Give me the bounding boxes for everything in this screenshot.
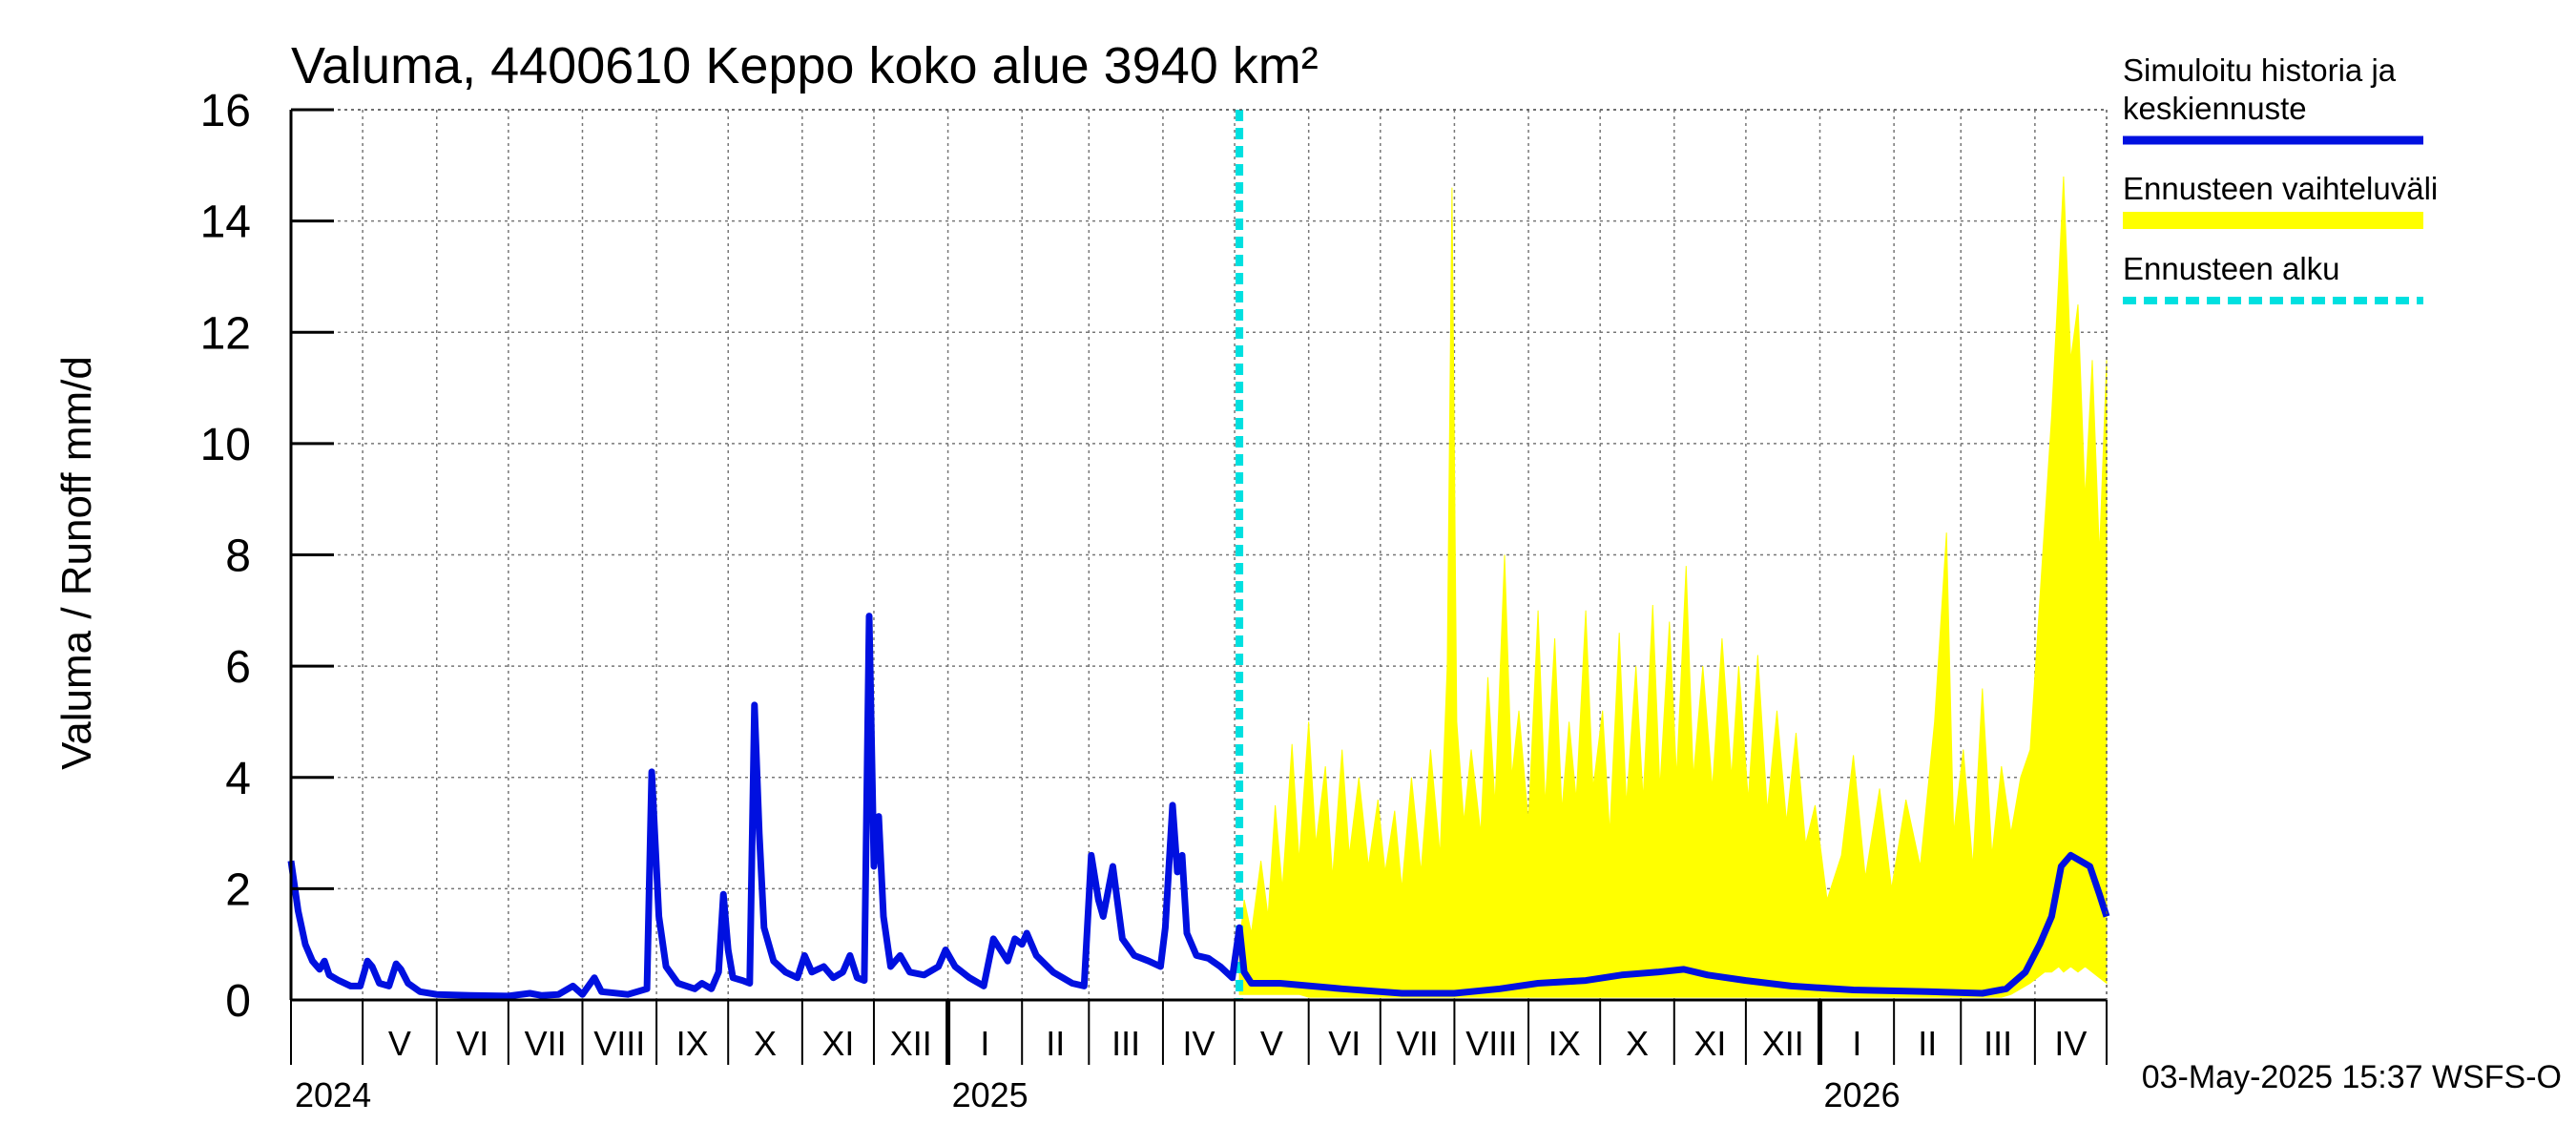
month-label: XI <box>821 1024 854 1063</box>
legend-label: keskiennuste <box>2123 91 2307 126</box>
month-label: VII <box>1397 1024 1439 1063</box>
legend-label: Ennusteen alku <box>2123 251 2340 286</box>
month-label: III <box>1111 1024 1140 1063</box>
grid-lines <box>291 109 2107 1000</box>
y-tick-label: 6 <box>225 642 251 693</box>
month-label: X <box>754 1024 777 1063</box>
month-label: IX <box>1548 1024 1581 1063</box>
legend-label: Simuloitu historia ja <box>2123 52 2397 88</box>
month-label: X <box>1626 1024 1649 1063</box>
runoff-line <box>287 613 2110 1000</box>
month-label: II <box>1046 1024 1065 1063</box>
month-label: XII <box>1762 1024 1804 1063</box>
y-tick-label: 14 <box>200 198 251 248</box>
y-tick-label: 16 <box>200 86 251 136</box>
y-tick-label: 0 <box>225 976 251 1027</box>
y-axis-label: Valuma / Runoff mm/d <box>53 356 100 770</box>
month-label: XI <box>1693 1024 1726 1063</box>
month-label: VI <box>456 1024 488 1063</box>
month-label: I <box>1852 1024 1861 1063</box>
month-label: II <box>1918 1024 1937 1063</box>
runoff-series <box>287 110 2110 1000</box>
month-label: IV <box>2054 1024 2087 1063</box>
y-tick-label: 8 <box>225 531 251 582</box>
month-label: V <box>1260 1024 1283 1063</box>
month-label: XII <box>890 1024 932 1063</box>
y-tick-label: 4 <box>225 754 251 804</box>
month-label: VII <box>525 1024 567 1063</box>
month-label: VIII <box>1465 1024 1517 1063</box>
month-label: VIII <box>593 1024 645 1063</box>
year-label: 2026 <box>1824 1075 1901 1114</box>
forecast-range-band <box>1238 176 2108 998</box>
year-label: 2024 <box>295 1075 371 1114</box>
month-label: V <box>388 1024 411 1063</box>
chart-title: Valuma, 4400610 Keppo koko alue 3940 km² <box>291 37 1319 94</box>
month-label: IX <box>676 1024 709 1063</box>
timestamp-label: 03-May-2025 15:37 WSFS-O <box>2142 1059 2562 1095</box>
y-tick-label: 2 <box>225 864 251 915</box>
month-label: VI <box>1328 1024 1361 1063</box>
y-tick-label: 10 <box>200 420 251 470</box>
legend-label: Ennusteen vaihteluväli <box>2123 171 2438 206</box>
y-tick-label: 12 <box>200 308 251 359</box>
forecast-range-area <box>1238 176 2108 998</box>
month-label: III <box>1984 1024 2012 1063</box>
year-label: 2025 <box>952 1075 1028 1114</box>
month-label: I <box>980 1024 989 1063</box>
month-label: IV <box>1182 1024 1215 1063</box>
